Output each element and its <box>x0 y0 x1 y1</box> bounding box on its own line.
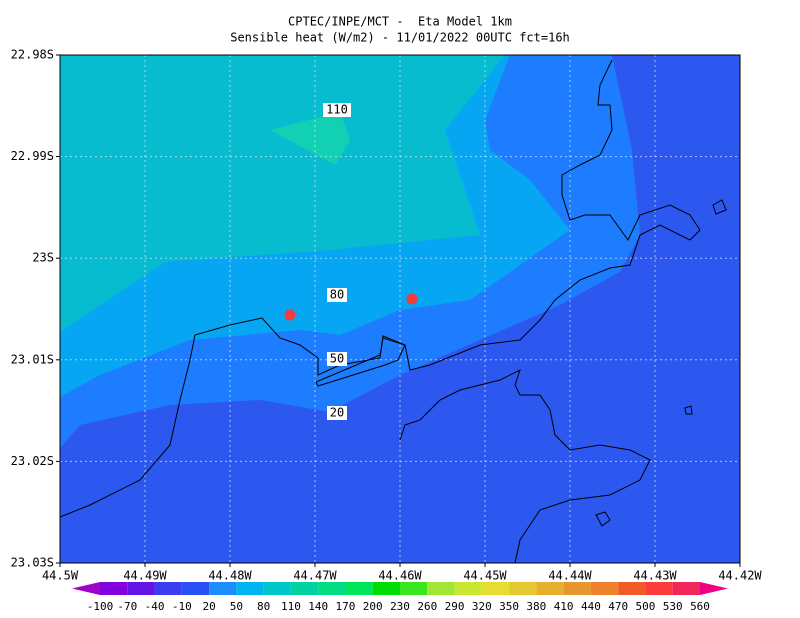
x-tick-label: 44.5W <box>42 569 79 583</box>
colorbar-box <box>536 582 564 595</box>
x-tick-label: 44.46W <box>378 569 422 583</box>
colorbar-box <box>400 582 428 595</box>
y-tick-label: 23.02S <box>11 454 54 468</box>
colorbar-label: -100 <box>87 600 114 613</box>
coastline <box>684 405 693 415</box>
map-area: 110 80 50 20 <box>59 54 741 564</box>
colorbar-box <box>154 582 182 595</box>
title-line: Sensible heat (W/m2) - 11/01/2022 00UTC … <box>230 31 570 45</box>
x-tick-label: 44.44W <box>548 569 592 583</box>
y-tick-label: 23.03S <box>11 556 54 570</box>
colorbar-triangle <box>72 582 100 595</box>
x-tick-label: 44.49W <box>123 569 167 583</box>
station-marker <box>406 293 418 305</box>
y-tick-label: 22.99S <box>11 149 54 163</box>
x-tick-label: 44.45W <box>463 569 507 583</box>
coastline <box>59 59 701 518</box>
colorbar-label: 110 <box>281 600 301 613</box>
colorbar-label: 200 <box>363 600 383 613</box>
colorbar-box <box>263 582 291 595</box>
x-tick-label: 44.47W <box>293 569 337 583</box>
colorbar-box <box>563 582 591 595</box>
colorbar-box <box>509 582 537 595</box>
coastline <box>315 337 406 387</box>
colorbar-box <box>209 582 237 595</box>
colorbar-label: 50 <box>230 600 243 613</box>
colorbar-box <box>672 582 700 595</box>
colorbar-box <box>372 582 400 595</box>
label-box <box>327 352 347 366</box>
colorbar-label: -70 <box>117 600 137 613</box>
colorbar-label: -10 <box>172 600 192 613</box>
colorbar-label: 440 <box>581 600 601 613</box>
contour-label: 50 <box>330 352 344 366</box>
label-box <box>327 406 347 420</box>
colorbar-box <box>427 582 455 595</box>
colorbar-box <box>345 582 373 595</box>
colorbar-label: -40 <box>145 600 165 613</box>
x-tick-label: 44.42W <box>718 569 762 583</box>
coastline <box>399 369 651 564</box>
colorbar-label: 290 <box>445 600 465 613</box>
colorbar-box <box>236 582 264 595</box>
colorbar-label: 500 <box>636 600 656 613</box>
y-tick-label: 23S <box>32 251 54 265</box>
field-fill <box>270 112 350 165</box>
colorbar-label: 170 <box>336 600 356 613</box>
coastline <box>595 511 611 527</box>
colorbar-box <box>481 582 510 595</box>
label-box <box>327 288 347 302</box>
contour-label: 80 <box>330 288 344 302</box>
colorbar-box <box>590 582 619 595</box>
colorbar-label: 470 <box>608 600 628 613</box>
colorbar-label: 260 <box>417 600 437 613</box>
contour-label: 110 <box>326 103 348 117</box>
colorbar-label: 380 <box>526 600 546 613</box>
colorbar-box <box>290 582 319 595</box>
y-tick-label: 23.01S <box>11 352 54 366</box>
colorbar-label: 530 <box>663 600 683 613</box>
title-line: CPTEC/INPE/MCT - Eta Model 1km <box>288 15 512 29</box>
colorbar-box <box>454 582 482 595</box>
colorbar-label: 20 <box>202 600 215 613</box>
colorbar-box <box>645 582 673 595</box>
station-marker <box>284 309 296 321</box>
x-tick-label: 44.48W <box>208 569 252 583</box>
colorbar-box <box>318 582 346 595</box>
colorbar-triangle <box>700 582 728 595</box>
colorbar-label: 230 <box>390 600 410 613</box>
contour-label: 20 <box>330 406 344 420</box>
colorbar-label: 140 <box>308 600 328 613</box>
colorbar-label: 80 <box>257 600 270 613</box>
coastline <box>712 199 727 215</box>
colorbar-label: 410 <box>554 600 574 613</box>
field-fill <box>60 55 505 332</box>
colorbar-box <box>181 582 210 595</box>
colorbar-label: 350 <box>499 600 519 613</box>
colorbar-box <box>127 582 155 595</box>
y-tick-label: 22.98S <box>11 48 54 62</box>
label-box <box>323 103 351 117</box>
x-tick-label: 44.43W <box>633 569 677 583</box>
colorbar-box <box>100 582 128 595</box>
colorbar-label: 560 <box>690 600 710 613</box>
colorbar-box <box>618 582 646 595</box>
colorbar-label: 320 <box>472 600 492 613</box>
